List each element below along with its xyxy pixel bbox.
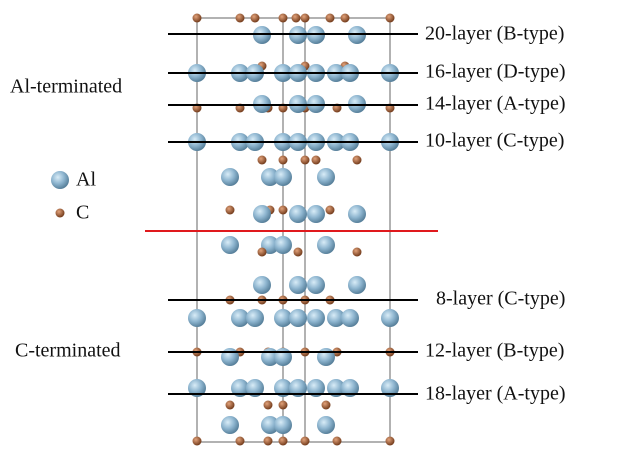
c-atom <box>341 14 350 23</box>
c-atom <box>333 437 342 446</box>
c-atom <box>279 156 288 165</box>
legend-c-icon <box>56 209 65 218</box>
termination-label: Al-terminated <box>10 76 122 98</box>
al-atom <box>274 168 292 186</box>
layer-label: 12-layer (B-type) <box>425 340 564 362</box>
c-atom <box>294 248 303 257</box>
c-atom <box>236 437 245 446</box>
al-atom <box>188 309 206 327</box>
al-atom <box>289 309 307 327</box>
layer-label: 8-layer (C-type) <box>436 288 565 310</box>
legend-al-icon <box>51 171 69 189</box>
al-atom <box>221 168 239 186</box>
layer-label: 16-layer (D-type) <box>425 61 566 83</box>
termination-label: C-terminated <box>15 340 121 362</box>
c-atom <box>301 14 310 23</box>
c-atom <box>326 206 335 215</box>
c-atom <box>226 206 235 215</box>
al-atom <box>317 416 335 434</box>
al-atom <box>317 348 335 366</box>
layer-label: 10-layer (C-type) <box>425 130 564 152</box>
c-atom <box>193 437 202 446</box>
c-atom <box>322 401 331 410</box>
c-atom <box>264 437 273 446</box>
c-atom <box>353 156 362 165</box>
atoms <box>188 14 399 446</box>
c-atom <box>226 401 235 410</box>
al-atom <box>221 348 239 366</box>
c-atom <box>386 437 395 446</box>
c-atom <box>386 14 395 23</box>
al-atom <box>253 276 271 294</box>
c-atom <box>258 248 267 257</box>
al-atom <box>317 168 335 186</box>
legend-label: C <box>76 202 89 224</box>
al-atom <box>341 309 359 327</box>
c-atom <box>193 14 202 23</box>
structure-figure: 20-layer (B-type) 16-layer (D-type) 14-l… <box>0 0 617 449</box>
legend-label: Al <box>76 169 96 191</box>
al-atom <box>289 205 307 223</box>
c-atom <box>264 401 273 410</box>
c-atom <box>353 248 362 257</box>
al-atom <box>274 348 292 366</box>
c-atom <box>312 156 321 165</box>
al-atom <box>348 205 366 223</box>
al-atom <box>348 276 366 294</box>
c-atom <box>279 437 288 446</box>
c-atom <box>279 206 288 215</box>
c-atom <box>301 437 310 446</box>
al-atom <box>253 205 271 223</box>
c-atom <box>258 156 267 165</box>
al-atom <box>274 416 292 434</box>
c-atom <box>236 14 245 23</box>
c-atom <box>301 156 310 165</box>
c-atom <box>292 14 301 23</box>
al-atom <box>307 309 325 327</box>
al-atom <box>221 236 239 254</box>
c-atom <box>279 401 288 410</box>
layer-label: 14-layer (A-type) <box>425 93 566 115</box>
layer-label: 20-layer (B-type) <box>425 23 564 45</box>
c-atom <box>326 14 335 23</box>
al-atom <box>307 205 325 223</box>
al-atom <box>221 416 239 434</box>
layer-label: 18-layer (A-type) <box>425 383 566 405</box>
c-atom <box>251 14 260 23</box>
al-atom <box>289 276 307 294</box>
al-atom <box>317 236 335 254</box>
al-atom <box>381 309 399 327</box>
al-atom <box>307 276 325 294</box>
c-atom <box>279 14 288 23</box>
al-atom <box>246 309 264 327</box>
al-atom <box>274 236 292 254</box>
